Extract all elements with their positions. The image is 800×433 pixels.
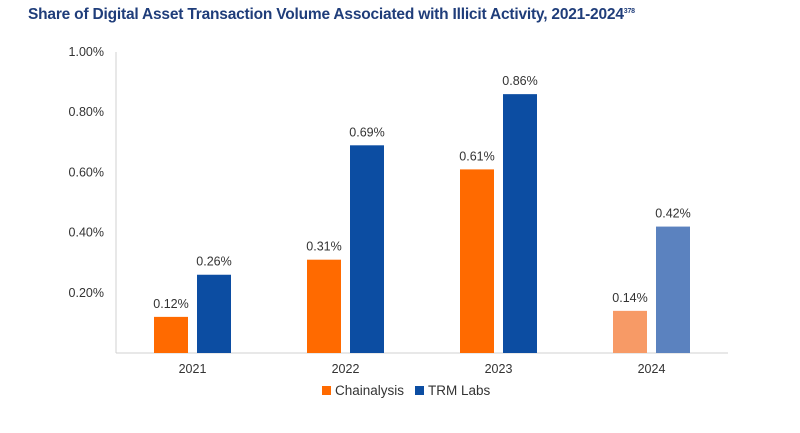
bar-trm-labs-2021: [197, 274, 231, 353]
data-label: 0.12%: [153, 297, 188, 311]
y-tick-label: 1.00%: [69, 45, 104, 59]
bar-trm-labs-2024: [656, 226, 690, 353]
x-tick-label: 2022: [332, 362, 360, 376]
bar-trm-labs-2023: [503, 94, 537, 353]
data-label: 0.86%: [502, 74, 537, 88]
bar-chainalysis-2022: [307, 259, 341, 353]
data-label: 0.26%: [196, 255, 231, 269]
title-footnote: 378: [623, 7, 635, 15]
data-label: 0.69%: [349, 125, 384, 139]
x-tick-label: 2021: [179, 362, 207, 376]
legend-label: Chainalysis: [335, 383, 404, 398]
bar-chainalysis-2021: [154, 316, 188, 353]
y-tick-label: 0.40%: [69, 226, 104, 240]
y-tick-label: 0.60%: [69, 165, 104, 179]
data-label: 0.61%: [459, 149, 494, 163]
bar-chainalysis-2024: [613, 310, 647, 353]
legend-label: TRM Labs: [428, 383, 491, 398]
y-tick-label: 0.20%: [69, 286, 104, 300]
x-tick-label: 2023: [485, 362, 513, 376]
legend-swatch-chainalysis: [322, 386, 331, 395]
bar-trm-labs-2022: [350, 145, 384, 353]
chart-title: Share of Digital Asset Transaction Volum…: [28, 6, 635, 23]
data-label: 0.14%: [612, 291, 647, 305]
data-label: 0.31%: [306, 240, 341, 254]
y-tick-label: 0.80%: [69, 105, 104, 119]
bar-chainalysis-2023: [460, 169, 494, 353]
x-tick-label: 2024: [638, 362, 666, 376]
data-label: 0.42%: [655, 207, 690, 221]
legend-swatch-trm-labs: [415, 386, 424, 395]
